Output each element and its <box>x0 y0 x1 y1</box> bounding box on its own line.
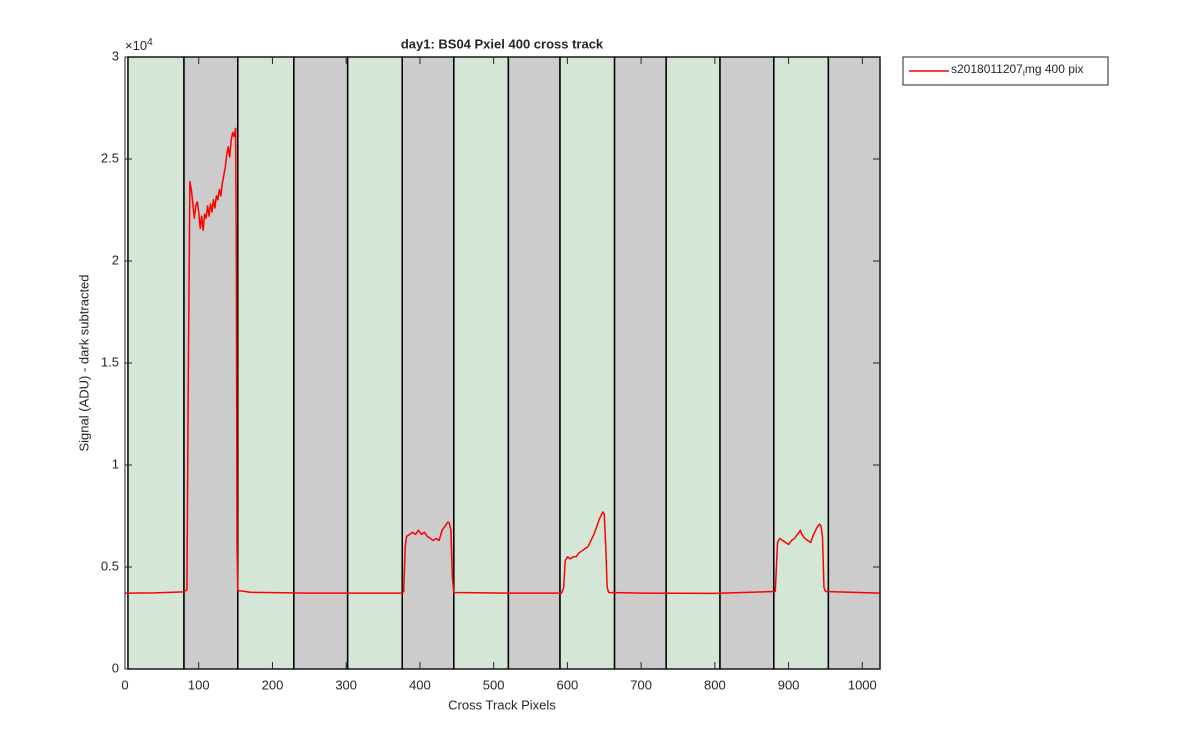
x-tick-label: 100 <box>188 677 210 692</box>
band <box>183 56 239 670</box>
y-tick-label: 2.5 <box>101 150 119 165</box>
x-tick-label: 900 <box>778 677 800 692</box>
chart-title: day1: BS04 Pxiel 400 cross track <box>401 36 604 51</box>
y-tick-label: 0 <box>112 660 119 675</box>
x-tick-label: 500 <box>483 677 505 692</box>
x-tick-label: 400 <box>409 677 431 692</box>
y-exponent-power: 4 <box>147 37 153 48</box>
y-exponent: ×104 <box>125 37 153 54</box>
band <box>719 56 775 670</box>
band <box>453 56 510 670</box>
x-axis-label: Cross Track Pixels <box>448 697 556 712</box>
y-exponent-base: ×10 <box>125 38 147 53</box>
band <box>127 56 185 670</box>
x-tick-label: 800 <box>704 677 726 692</box>
legend-text: mg 400 pix <box>1025 62 1084 76</box>
y-tick-label: 2 <box>112 252 119 267</box>
plot-area <box>124 56 881 670</box>
y-axis-label: Signal (ADU) - dark subtracted <box>76 274 91 451</box>
band <box>293 56 349 670</box>
x-tick-label: 1000 <box>848 677 877 692</box>
band <box>237 56 295 670</box>
y-tick-label: 1.5 <box>101 354 119 369</box>
band <box>827 56 881 670</box>
x-tick-label: 0 <box>121 677 128 692</box>
band <box>665 56 721 670</box>
band <box>346 56 403 670</box>
legend-subscript: i <box>1023 68 1025 78</box>
legend-label: s2018011207img 400 pix <box>951 62 1084 78</box>
band <box>401 56 455 670</box>
x-tick-label: 600 <box>557 677 579 692</box>
band <box>773 56 830 670</box>
band <box>507 56 561 670</box>
x-tick-label: 700 <box>630 677 652 692</box>
band <box>613 56 667 670</box>
legend-text: s2018011207 <box>951 62 1023 76</box>
y-tick-label: 1 <box>112 456 119 471</box>
series-line <box>124 127 881 595</box>
y-tick-label: 3 <box>112 48 119 63</box>
x-tick-label: 200 <box>262 677 284 692</box>
y-tick-label: 0.5 <box>101 558 119 573</box>
x-tick-label: 300 <box>335 677 357 692</box>
